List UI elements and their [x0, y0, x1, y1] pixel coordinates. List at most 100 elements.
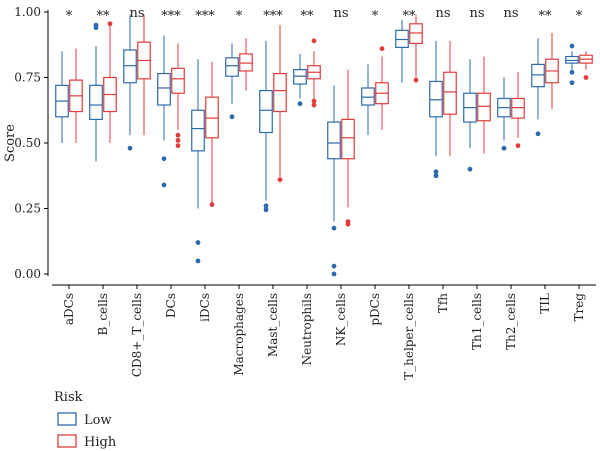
outlier-point: [379, 46, 385, 52]
x-tick-label: Macrophages: [232, 293, 246, 376]
outlier-point: [127, 145, 133, 151]
x-tick-label: aDCs: [62, 293, 76, 325]
box-low-idcs: [191, 59, 205, 264]
box-high-th2-cells: [511, 72, 525, 149]
outlier-point: [263, 203, 269, 209]
box-low-dcs: [157, 35, 171, 188]
significance-label: ns: [129, 6, 144, 21]
box-low-b-cells: [89, 22, 103, 162]
box-low-cd8-t-cells: [123, 14, 137, 151]
x-tick-label: Tfh: [436, 293, 450, 313]
outlier-point: [331, 225, 337, 231]
box-iqr: [429, 80, 443, 118]
outlier-point: [229, 114, 235, 120]
outlier-point: [311, 38, 317, 44]
legend: Risk Low High: [54, 390, 117, 450]
box-iqr: [205, 96, 219, 139]
box-high-idcs: [205, 61, 219, 207]
significance-label: *: [236, 9, 243, 24]
box-iqr: [293, 69, 307, 85]
outlier-point: [175, 137, 181, 143]
x-tick-label: Th1_cells: [470, 293, 484, 350]
box-iqr: [327, 121, 341, 160]
box-low-adcs: [55, 51, 69, 143]
y-tick-label: 0.50: [14, 136, 41, 150]
x-tick-label: TIL: [538, 293, 552, 314]
box-low-treg: [565, 43, 579, 86]
outlier-point: [413, 77, 419, 83]
box-iqr: [225, 57, 239, 77]
box-low-t-helper-cells: [395, 19, 409, 83]
outlier-point: [569, 69, 575, 75]
outlier-point: [569, 80, 575, 86]
significance-label: ***: [161, 9, 181, 24]
outlier-point: [175, 132, 181, 138]
box-high-pdcs: [375, 46, 389, 130]
outlier-point: [535, 131, 541, 137]
box-high-adcs: [69, 48, 83, 143]
x-tick-label: pDCs: [368, 293, 382, 326]
significance-label: ns: [503, 6, 518, 21]
outlier-point: [331, 263, 337, 269]
y-tick-label: 0.75: [14, 71, 41, 85]
box-iqr: [191, 109, 205, 152]
x-tick-label: iDCs: [198, 293, 212, 322]
x-tick-label: DCs: [164, 293, 178, 318]
significance-label: ns: [333, 6, 348, 21]
legend-swatch-high: [57, 434, 77, 448]
box-high-th1-cells: [477, 56, 491, 154]
box-low-macrophages: [225, 43, 239, 120]
significance-label: ns: [469, 6, 484, 21]
significance-labels: * ** ns *** *** * *** ** ns * ** ns ns ns ** *: [66, 6, 583, 24]
significance-label: ns: [435, 6, 450, 21]
outlier-point: [93, 22, 99, 28]
box-high-neutrophils: [307, 38, 321, 108]
outlier-point: [311, 102, 317, 108]
x-tick-label: NK_cells: [334, 293, 348, 346]
outlier-point: [345, 221, 351, 227]
outlier-point: [161, 182, 167, 188]
box-iqr: [361, 87, 375, 106]
significance-label: *: [372, 9, 379, 24]
outlier-point: [569, 43, 575, 49]
outlier-point: [467, 166, 473, 172]
outlier-point: [195, 240, 201, 245]
y-axis-label: Score: [3, 124, 18, 162]
legend-swatch-low: [57, 412, 77, 426]
box-iqr: [531, 63, 545, 88]
outlier-point: [107, 21, 113, 27]
box-high-b-cells: [103, 21, 117, 143]
box-low-nk-cells: [327, 85, 341, 277]
outlier-point: [501, 145, 507, 151]
box-high-macrophages: [239, 38, 253, 91]
outlier-point: [209, 202, 215, 207]
box-high-t-helper-cells: [409, 14, 423, 83]
box-iqr: [511, 97, 525, 119]
outlier-point: [583, 75, 589, 80]
x-tick-label: Treg: [572, 293, 586, 322]
outlier-point: [175, 143, 181, 149]
outlier-point: [297, 101, 303, 107]
outlier-point: [515, 143, 521, 149]
box-iqr: [443, 71, 457, 115]
box-high-tfh: [443, 40, 457, 157]
box-iqr: [89, 84, 103, 121]
box-high-dcs: [171, 43, 185, 149]
significance-label: *: [66, 9, 73, 24]
box-low-th2-cells: [497, 77, 511, 151]
box-low-til: [531, 38, 545, 137]
x-tick-label: B_cells: [96, 293, 110, 335]
box-iqr: [171, 67, 185, 94]
box-iqr: [273, 72, 287, 113]
outlier-point: [311, 98, 317, 104]
x-tick-label: Th2_cells: [504, 293, 518, 350]
legend-label-low: Low: [84, 413, 112, 428]
box-low-mast-cells: [259, 40, 273, 213]
box-iqr: [123, 49, 137, 84]
significance-label: **: [539, 9, 553, 24]
box-iqr: [409, 23, 423, 45]
box-high-til: [545, 32, 559, 109]
box-series: [55, 14, 593, 277]
